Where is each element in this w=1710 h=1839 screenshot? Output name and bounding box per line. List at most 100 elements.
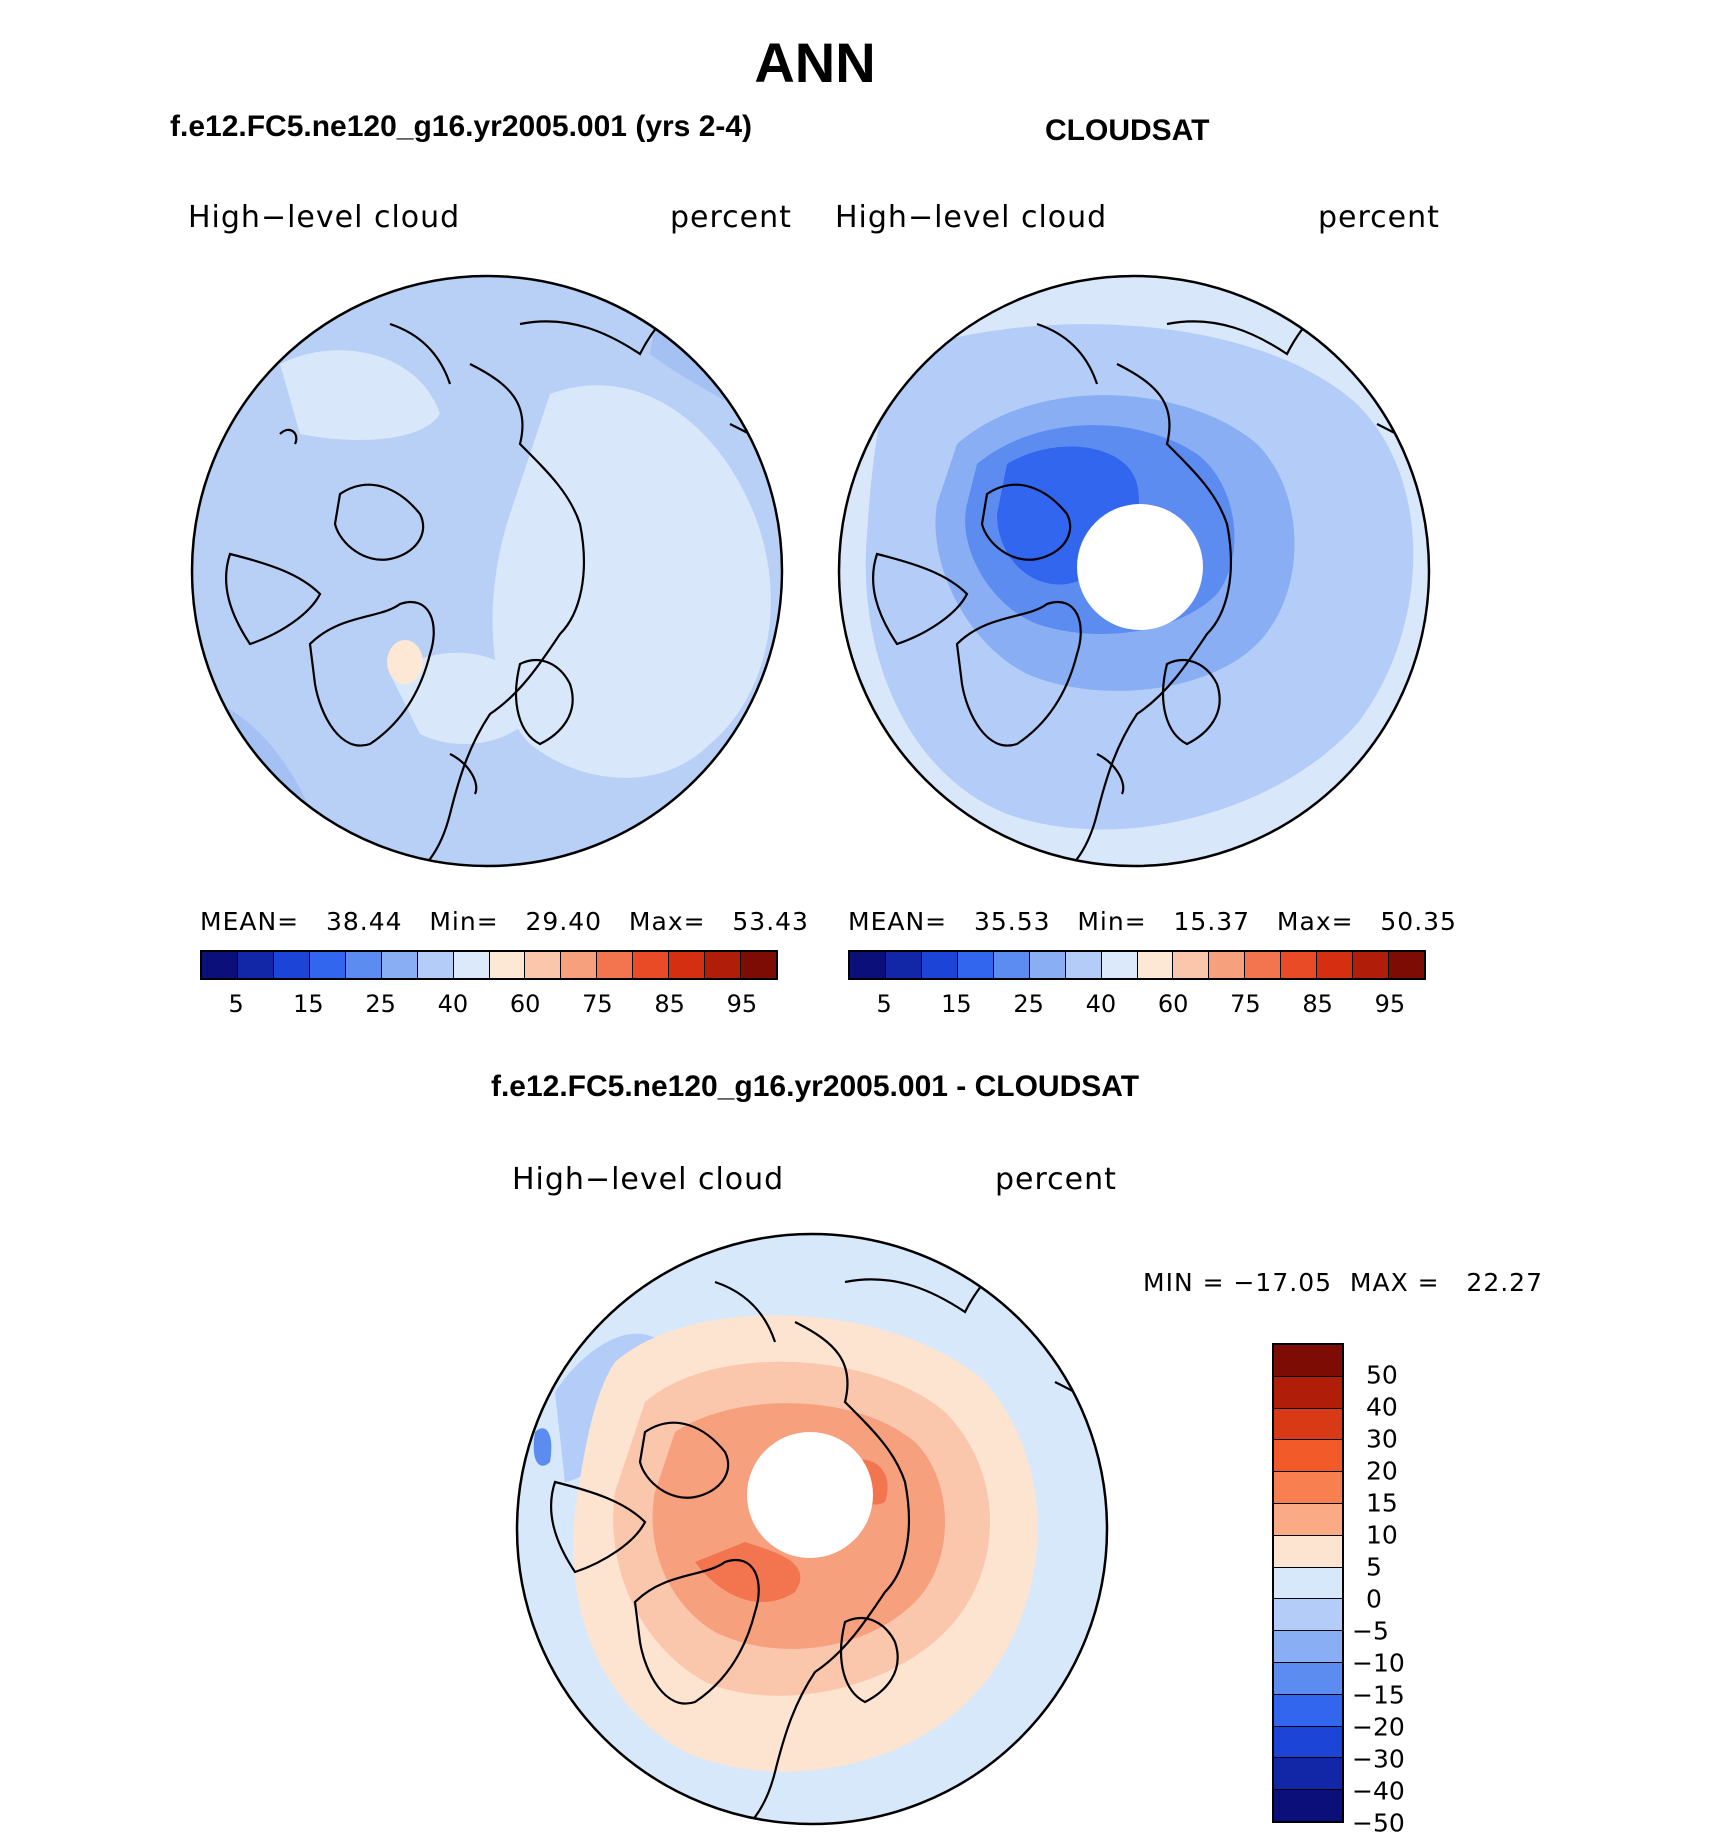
model-colorbar-cell [417, 952, 454, 978]
diff-colorbar-tick-label: −5 [1352, 1616, 1389, 1646]
obs-colorbar-tick-label: 75 [1230, 990, 1261, 1018]
diff-colorbar-cell [1274, 1631, 1342, 1663]
diff-colorbar-cell [1274, 1599, 1342, 1632]
model-colorbar-cell [202, 952, 238, 978]
obs-stats: MEAN= 35.53 Min= 15.37 Max= 50.35 [848, 907, 1457, 936]
model-colorbar-cell [381, 952, 418, 978]
diff-colorbar-tick-label: 5 [1366, 1552, 1382, 1582]
obs-colorbar-tick-label: 95 [1374, 990, 1406, 1018]
diff-panel-title: f.e12.FC5.ne120_g16.yr2005.001 - CLOUDSA… [490, 1070, 1140, 1103]
diff-colorbar-cell [1274, 1726, 1342, 1759]
model-colorbar-tick-label: 60 [509, 990, 541, 1018]
diff-colorbar-cell [1274, 1503, 1342, 1536]
model-colorbar-tick-label: 85 [654, 990, 685, 1018]
model-colorbar-cell [525, 952, 562, 978]
model-colorbar-cell [345, 952, 382, 978]
diff-colorbar-cell [1274, 1408, 1342, 1441]
obs-colorbar-tick-label: 40 [1085, 990, 1117, 1018]
obs-colorbar-tick-label: 15 [941, 990, 972, 1018]
model-field-light-region-3 [390, 652, 540, 744]
obs-colorbar-cell [1281, 952, 1318, 978]
diff-colorbar-tick-label: 15 [1366, 1488, 1398, 1518]
obs-colorbar-cell [850, 952, 886, 978]
diff-map-border [515, 1232, 1109, 1826]
obs-colorbar-cell [1173, 952, 1210, 978]
diff-colorbar-cell [1274, 1376, 1342, 1409]
model-field-greenland-high [387, 640, 423, 684]
diff-colorbar-cell [1274, 1440, 1342, 1473]
diff-colorbar-cell [1274, 1662, 1342, 1695]
diff-colorbar-cell [1274, 1567, 1342, 1600]
obs-colorbar-tick-label: 25 [1013, 990, 1044, 1018]
model-colorbar-cell [309, 952, 346, 978]
diff-colorbar-cell [1274, 1535, 1342, 1568]
diff-colorbar-tick-label: 20 [1366, 1456, 1398, 1486]
obs-colorbar-cell [921, 952, 958, 978]
diff-colorbar-tick-label: 10 [1366, 1520, 1398, 1550]
obs-colorbar-cell [993, 952, 1030, 978]
model-colorbar-tick-label: 5 [228, 990, 244, 1018]
model-field-light-region [492, 385, 771, 778]
model-colorbar-tick-label: 95 [726, 990, 758, 1018]
model-polar-map [190, 274, 784, 868]
diff-colorbar-tick-label: −10 [1352, 1648, 1405, 1678]
obs-colorbar-cell [1209, 952, 1246, 978]
diff-colorbar-cell [1274, 1758, 1342, 1791]
diff-colorbar-tick-label: −30 [1352, 1744, 1405, 1774]
obs-colorbar-cell [1245, 952, 1282, 978]
obs-colorbar-cell [1389, 952, 1424, 978]
diff-colorbar-cell [1274, 1694, 1342, 1727]
obs-colorbar-tick-label: 5 [876, 990, 892, 1018]
diff-colorbar-tick-label: −40 [1352, 1776, 1405, 1806]
diff-units-label: percent [995, 1162, 1117, 1197]
obs-polar-map [837, 274, 1431, 868]
model-colorbar-cell [597, 952, 634, 978]
obs-colorbar-cell [1353, 952, 1390, 978]
model-colorbar-cell [237, 952, 274, 978]
obs-colorbar-tick-label: 60 [1157, 990, 1189, 1018]
diff-colorbar-tick-label: −15 [1352, 1680, 1405, 1710]
model-colorbar [200, 950, 778, 980]
model-colorbar-cell [489, 952, 526, 978]
diff-colorbar-tick-label: 0 [1366, 1584, 1382, 1614]
diff-field-negative-core [533, 1428, 552, 1466]
diff-colorbar-cell [1274, 1790, 1342, 1821]
model-colorbar-tick-label: 75 [582, 990, 613, 1018]
obs-panel-title: CLOUDSAT [1045, 114, 1210, 147]
diff-colorbar-cell [1274, 1472, 1342, 1504]
model-panel-title: f.e12.FC5.ne120_g16.yr2005.001 (yrs 2-4) [170, 110, 753, 143]
diff-colorbar-tick-label: −20 [1352, 1712, 1405, 1742]
model-colorbar-tick-label: 40 [437, 990, 469, 1018]
obs-colorbar-cell [1101, 952, 1138, 978]
model-colorbar-ticks: 5 15 25 40 60 75 85 95 [200, 990, 778, 1020]
model-colorbar-cell [741, 952, 776, 978]
diff-colorbar [1272, 1343, 1344, 1823]
obs-colorbar-cell [957, 952, 994, 978]
model-units-label: percent [670, 200, 792, 235]
diff-variable-label: High−level cloud [512, 1162, 785, 1197]
obs-units-label: percent [1318, 200, 1440, 235]
obs-colorbar-cell [1137, 952, 1174, 978]
obs-colorbar-cell [1065, 952, 1102, 978]
obs-missing-data-hole [1077, 504, 1203, 630]
model-colorbar-cell [453, 952, 490, 978]
diff-colorbar-tick-label: 30 [1366, 1424, 1398, 1454]
obs-colorbar-ticks: 5 15 25 40 60 75 85 95 [848, 990, 1426, 1020]
obs-variable-label: High−level cloud [835, 200, 1108, 235]
obs-colorbar-cell [1029, 952, 1066, 978]
model-colorbar-tick-label: 15 [293, 990, 324, 1018]
diff-polar-map [515, 1232, 1109, 1826]
model-field-light-region-2 [280, 350, 440, 440]
diff-colorbar-tick-label: 50 [1366, 1360, 1398, 1390]
model-colorbar-cell [633, 952, 670, 978]
obs-colorbar-tick-label: 85 [1302, 990, 1333, 1018]
model-colorbar-tick-label: 25 [365, 990, 396, 1018]
obs-colorbar-cell [885, 952, 922, 978]
diff-colorbar-ticks: 50 40 30 20 15 10 5 0 −5 −10 −15 −20 −30 −40 −50 [1352, 1343, 1432, 1838]
model-stats: MEAN= 38.44 Min= 29.40 Max= 53.43 [200, 907, 809, 936]
model-colorbar-cell [705, 952, 742, 978]
diff-colorbar-cell [1274, 1345, 1342, 1377]
diff-stats: MIN = −17.05 MAX = 22.27 [1143, 1268, 1543, 1297]
obs-map-border [837, 274, 1431, 868]
diff-missing-data-hole [747, 1432, 873, 1558]
